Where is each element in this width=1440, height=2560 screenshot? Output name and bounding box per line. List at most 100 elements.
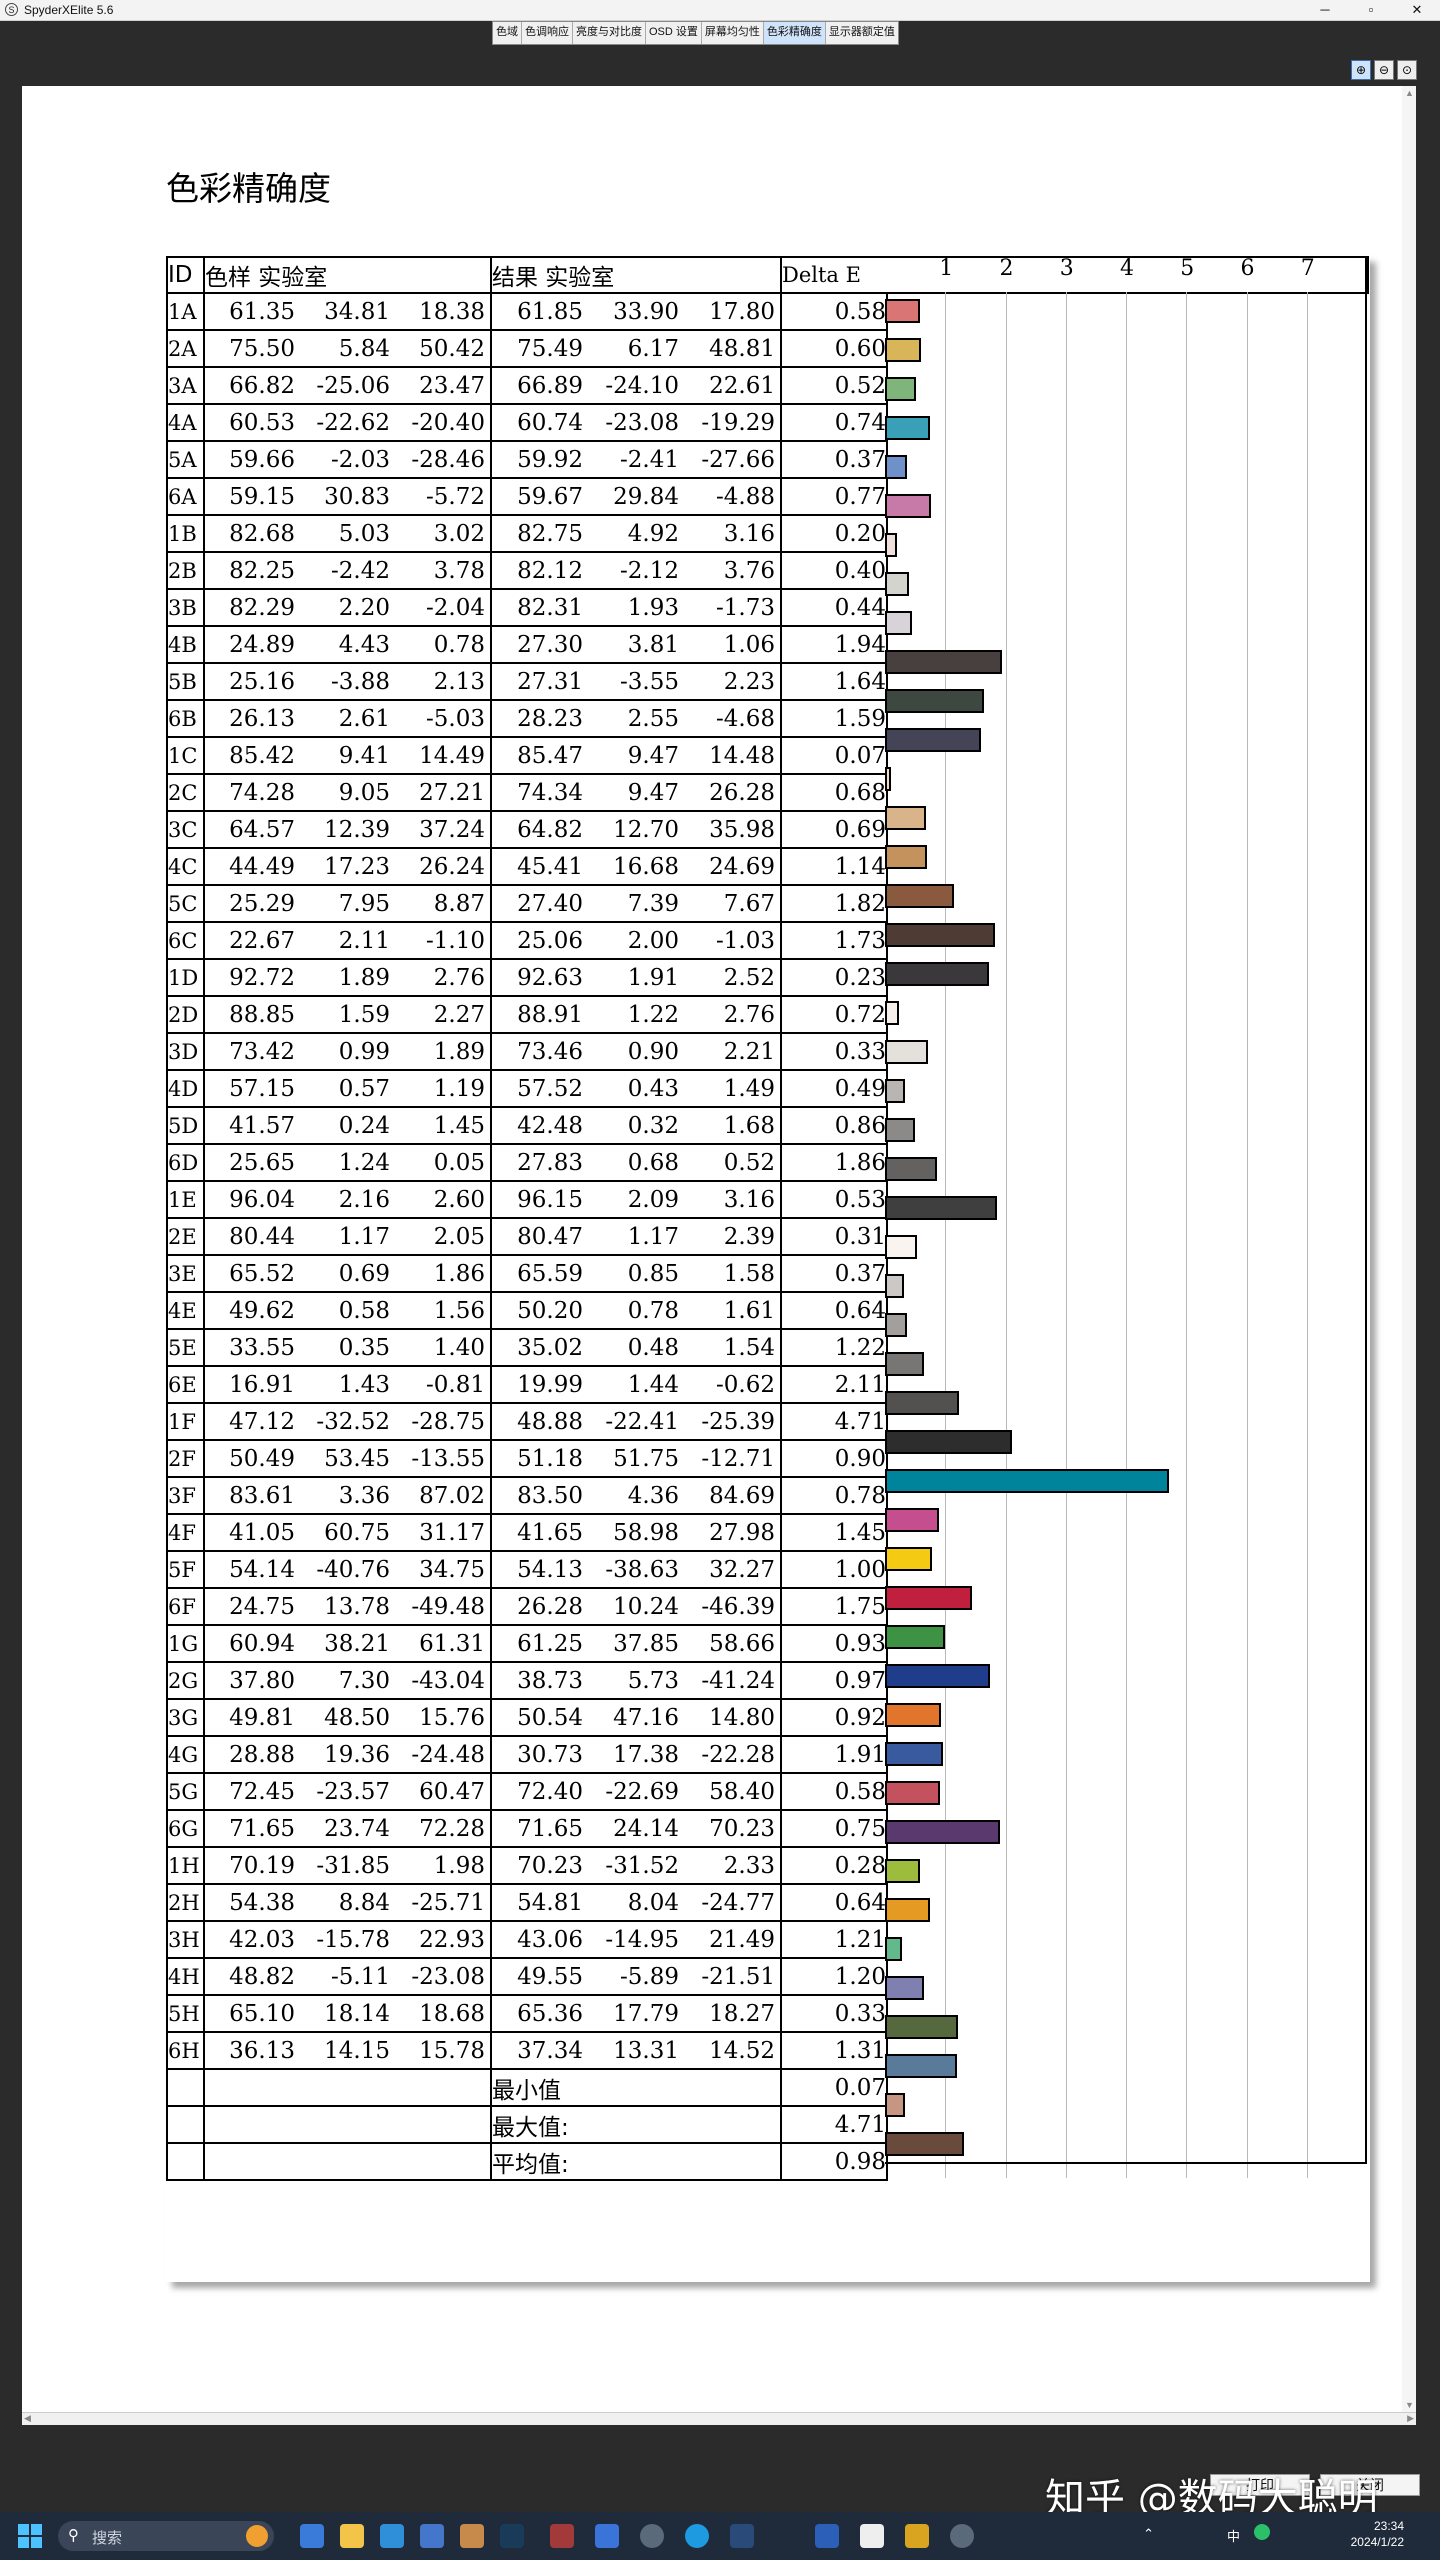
taskbar-app-icon[interactable] xyxy=(300,2524,324,2548)
chevron-up-icon[interactable]: ⌃ xyxy=(1143,2526,1154,2541)
sample-a-value: -40.76 xyxy=(316,1556,390,1583)
print-button[interactable]: 打印 xyxy=(1210,2474,1310,2496)
tray-app-icon[interactable] xyxy=(1254,2524,1270,2540)
result-lab-values: 26.28 10.24 -46.39 xyxy=(490,1587,782,1626)
table-row: 3D 73.42 0.99 1.89 73.46 0.90 2.21 0.33 xyxy=(166,1032,888,1071)
result-lab-values: 82.31 1.93 -1.73 xyxy=(490,588,782,627)
steam-icon[interactable] xyxy=(500,2524,524,2548)
delta-e-bar xyxy=(885,1469,1169,1493)
result-b-value: 1.68 xyxy=(723,1112,775,1139)
taskbar-search[interactable]: ⚲ 搜索 xyxy=(58,2521,274,2551)
delta-e-value: 1.20 xyxy=(780,1957,888,1996)
spyder-icon[interactable] xyxy=(950,2524,974,2548)
scroll-right-icon[interactable]: ▶ xyxy=(1407,2413,1414,2423)
steam-icon[interactable] xyxy=(730,2524,754,2548)
scroll-left-icon[interactable]: ◀ xyxy=(24,2413,31,2423)
patch-id: 3G xyxy=(166,1698,205,1737)
close-window-button[interactable]: ✕ xyxy=(1411,2,1423,17)
sample-lab-values: 74.28 9.05 27.21 xyxy=(203,773,492,812)
result-a-value: 3.81 xyxy=(627,631,679,658)
result-b-value: -4.88 xyxy=(716,483,775,510)
axis-tick-label: 5 xyxy=(1180,256,1195,281)
sample-L-value: 42.03 xyxy=(229,1926,295,1953)
close-button[interactable]: 关闭 xyxy=(1320,2474,1420,2496)
result-L-value: 27.31 xyxy=(517,668,583,695)
sample-lab-values: 66.82 -25.06 23.47 xyxy=(203,366,492,405)
patch-id: 3E xyxy=(166,1254,205,1293)
tab-color-accuracy[interactable]: 色彩精确度 xyxy=(763,22,826,44)
gridline xyxy=(1126,292,1127,2178)
table-row: 3G 49.81 48.50 15.76 50.54 47.16 14.80 0.92 xyxy=(166,1698,888,1737)
result-a-value: 47.16 xyxy=(613,1704,679,1731)
delta-e-value: 1.21 xyxy=(780,1920,888,1959)
maximize-button[interactable]: ▫ xyxy=(1368,2,1374,17)
file-explorer-icon[interactable] xyxy=(340,2524,364,2548)
delta-e-value: 1.14 xyxy=(780,847,888,886)
delta-e-value: 0.90 xyxy=(780,1439,888,1478)
result-a-value: 9.47 xyxy=(627,742,679,769)
scroll-up-icon[interactable]: ▲ xyxy=(1405,88,1414,98)
photos-icon[interactable] xyxy=(420,2524,444,2548)
tab-brightness-contrast[interactable]: 亮度与对比度 xyxy=(573,22,646,44)
minimize-button[interactable]: ─ xyxy=(1320,2,1330,17)
taskbar-app-icon[interactable] xyxy=(595,2524,619,2548)
delta-e-value: 0.58 xyxy=(780,1772,888,1811)
tab-monitor-rating[interactable]: 显示器额定值 xyxy=(828,26,895,38)
sample-a-value: 38.21 xyxy=(324,1630,390,1657)
taskbar-app-icon[interactable] xyxy=(460,2524,484,2548)
sample-L-value: 82.29 xyxy=(229,594,295,621)
result-a-value: -2.41 xyxy=(620,446,679,473)
sample-L-value: 36.13 xyxy=(229,2037,295,2064)
result-a-value: 1.22 xyxy=(627,1001,679,1028)
result-L-value: 28.23 xyxy=(517,705,583,732)
table-row: 2D 88.85 1.59 2.27 88.91 1.22 2.76 0.72 xyxy=(166,995,888,1034)
scroll-down-icon[interactable]: ▼ xyxy=(1405,2400,1414,2410)
sample-lab-values: 65.10 18.14 18.68 xyxy=(203,1994,492,2033)
table-row: 3H 42.03 -15.78 22.93 43.06 -14.95 21.49 1.21 xyxy=(166,1920,888,1959)
sample-b-value: -43.04 xyxy=(411,1667,485,1694)
input-language-indicator[interactable]: 中 xyxy=(1226,2529,1240,2544)
summary-label: 最大值: xyxy=(490,2105,782,2144)
edge-icon[interactable] xyxy=(685,2524,709,2548)
settings-icon[interactable] xyxy=(640,2524,664,2548)
patch-id: 6G xyxy=(166,1809,205,1848)
taskbar-app-icon[interactable] xyxy=(860,2524,884,2548)
start-menu-icon[interactable] xyxy=(18,2524,42,2548)
store-icon[interactable] xyxy=(380,2524,404,2548)
sample-lab-values: 44.49 17.23 26.24 xyxy=(203,847,492,886)
result-lab-values: 72.40 -22.69 58.40 xyxy=(490,1772,782,1811)
delta-e-bar xyxy=(885,299,920,323)
table-row: 4G 28.88 19.36 -24.48 30.73 17.38 -22.28 1.91 xyxy=(166,1735,888,1774)
tab-gamut[interactable]: 色域 xyxy=(493,22,522,44)
zoom-out-icon[interactable]: ⊖ xyxy=(1374,60,1394,80)
vertical-scrollbar[interactable]: ▲ ▼ xyxy=(1402,86,1416,2412)
delta-e-bar xyxy=(885,1976,924,2000)
zoom-in-icon[interactable]: ⊕ xyxy=(1351,60,1371,80)
search-icon: ⚲ xyxy=(68,2527,79,2544)
tab-screen-uniformity[interactable]: 屏幕均匀性 xyxy=(702,22,764,44)
sample-L-value: 82.25 xyxy=(229,557,295,584)
taskbar-app-icon[interactable] xyxy=(550,2524,574,2548)
delta-e-value: 0.37 xyxy=(780,1254,888,1293)
summary-empty-cell xyxy=(166,2105,205,2144)
result-b-value: -27.66 xyxy=(701,446,775,473)
taskbar-app-icon[interactable] xyxy=(905,2524,929,2548)
sample-a-value: -25.06 xyxy=(316,372,390,399)
tab-osd-settings[interactable]: OSD 设置 xyxy=(646,22,702,44)
horizontal-scrollbar[interactable]: ◀ ▶ xyxy=(22,2412,1416,2425)
result-lab-values: 30.73 17.38 -22.28 xyxy=(490,1735,782,1774)
word-icon[interactable] xyxy=(815,2524,839,2548)
zoom-fit-icon[interactable]: ⊙ xyxy=(1397,60,1417,80)
delta-e-bar xyxy=(885,1352,924,1376)
search-input[interactable]: 搜索 xyxy=(92,2530,123,2547)
gridline xyxy=(1065,292,1067,2178)
clock[interactable]: 23:34 2024/1/22 xyxy=(1351,2518,1404,2550)
sample-L-value: 33.55 xyxy=(229,1334,295,1361)
delta-e-value: 0.31 xyxy=(780,1217,888,1256)
sample-lab-values: 28.88 19.36 -24.48 xyxy=(203,1735,492,1774)
result-L-value: 83.50 xyxy=(517,1482,583,1509)
sample-b-value: 15.76 xyxy=(419,1704,485,1731)
sample-L-value: 71.65 xyxy=(229,1815,295,1842)
tab-tone-response[interactable]: 色调响应 xyxy=(522,22,573,44)
sample-b-value: -25.71 xyxy=(411,1889,485,1916)
